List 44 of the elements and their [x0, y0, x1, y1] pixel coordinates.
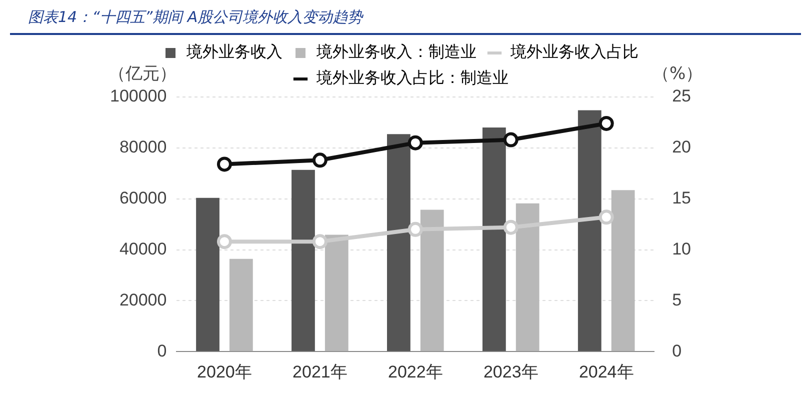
y-axis-title: （亿元）	[108, 64, 176, 84]
legend-label: 境外业务收入：制造业	[316, 42, 476, 62]
y2-tick-label: 25	[672, 86, 692, 106]
point	[503, 132, 518, 148]
y2-tick-label: 5	[672, 290, 682, 310]
bar	[229, 258, 253, 352]
y2-axis-title: （%）	[652, 64, 703, 84]
bar	[196, 198, 220, 352]
point	[503, 220, 518, 235]
y-tick-label: 80000	[119, 138, 167, 157]
y2-tick-label: 15	[672, 188, 692, 208]
y-tick-label: 60000	[119, 188, 167, 208]
bar	[324, 234, 348, 352]
legend-label: 境外业务收入占比：制造业	[316, 68, 508, 88]
point	[598, 116, 614, 131]
x-tick-label: 2022年	[388, 362, 443, 382]
y-tick-label: 0	[157, 341, 167, 360]
bar	[387, 134, 410, 352]
y-tick-label: 20000	[119, 290, 167, 310]
bar	[292, 170, 315, 352]
bar	[578, 110, 602, 352]
bar	[482, 128, 506, 352]
y2-tick-label: 20	[672, 138, 692, 157]
y2-tick-label: 0	[672, 341, 682, 360]
y2-tick-label: 10	[672, 239, 692, 258]
bar	[611, 190, 635, 352]
y-tick-label: 40000	[119, 239, 167, 258]
point	[216, 156, 232, 172]
x-tick-label: 2020年	[197, 362, 252, 382]
point	[408, 135, 423, 150]
point	[216, 234, 232, 250]
x-tick-label: 2024年	[578, 362, 634, 382]
bar	[420, 210, 444, 352]
point	[312, 152, 328, 168]
x-tick-label: 2021年	[292, 362, 348, 382]
point	[312, 234, 328, 250]
bar	[516, 203, 540, 352]
point	[408, 222, 423, 237]
y-tick-label: 100000	[110, 86, 167, 106]
legend-label: 境外业务收入	[186, 42, 282, 62]
point	[598, 210, 614, 225]
legend-label: 境外业务收入占比	[510, 42, 638, 62]
chart-title: 图表14：“十四五”期间 A股公司境外收入变动趋势	[10, 0, 801, 35]
x-tick-label: 2023年	[483, 362, 538, 382]
